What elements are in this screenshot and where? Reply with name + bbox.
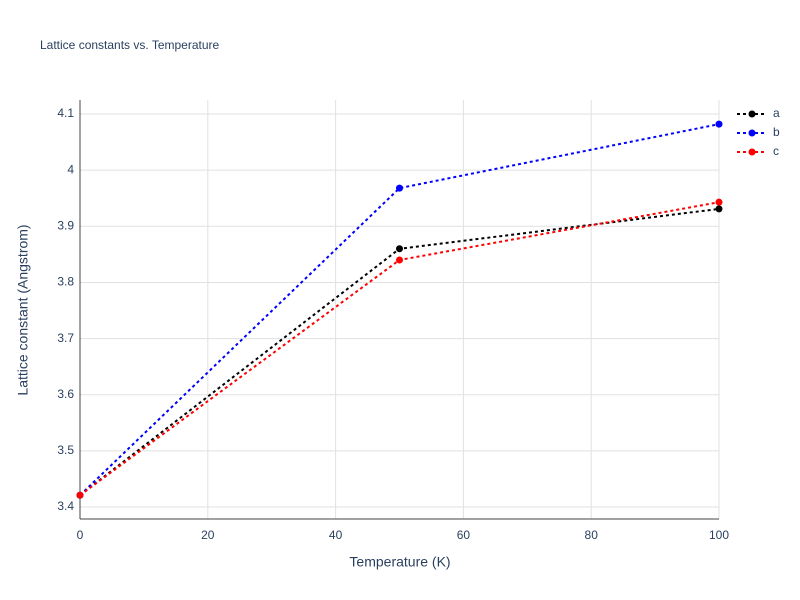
y-tick-label: 4 (67, 162, 74, 176)
line (79, 123, 720, 496)
marker (396, 245, 403, 253)
marker (715, 198, 723, 206)
legend-label: b (773, 125, 780, 139)
x-tick-label: 100 (709, 528, 729, 542)
marker (715, 205, 723, 213)
legend-marker (748, 148, 756, 156)
marker (76, 491, 84, 499)
x-tick-label: 80 (585, 528, 599, 542)
marker (396, 184, 403, 192)
y-tick-label: 3.7 (57, 331, 74, 345)
x-tick-label: 20 (201, 528, 215, 542)
y-axis-title: Lattice constant (Angstrom) (15, 224, 31, 395)
y-tick-label: 3.5 (57, 443, 74, 457)
y-tick-label: 3.6 (57, 387, 74, 401)
marker (396, 256, 403, 264)
legend-marker (748, 129, 756, 137)
y-tick-label: 4.1 (57, 106, 74, 120)
legend-label: c (773, 144, 779, 158)
x-tick-label: 0 (77, 528, 84, 542)
y-tick-label: 3.4 (57, 499, 74, 513)
chart-title: Lattice constants vs. Temperature (40, 38, 220, 52)
y-tick-label: 3.8 (57, 275, 74, 289)
y-tick-label: 3.9 (57, 218, 74, 232)
legend-marker (748, 110, 756, 118)
legend-label: a (773, 106, 780, 120)
marker (715, 120, 723, 128)
x-tick-label: 40 (329, 528, 343, 542)
x-axis-title: Temperature (K) (349, 554, 450, 570)
x-tick-label: 60 (457, 528, 471, 542)
